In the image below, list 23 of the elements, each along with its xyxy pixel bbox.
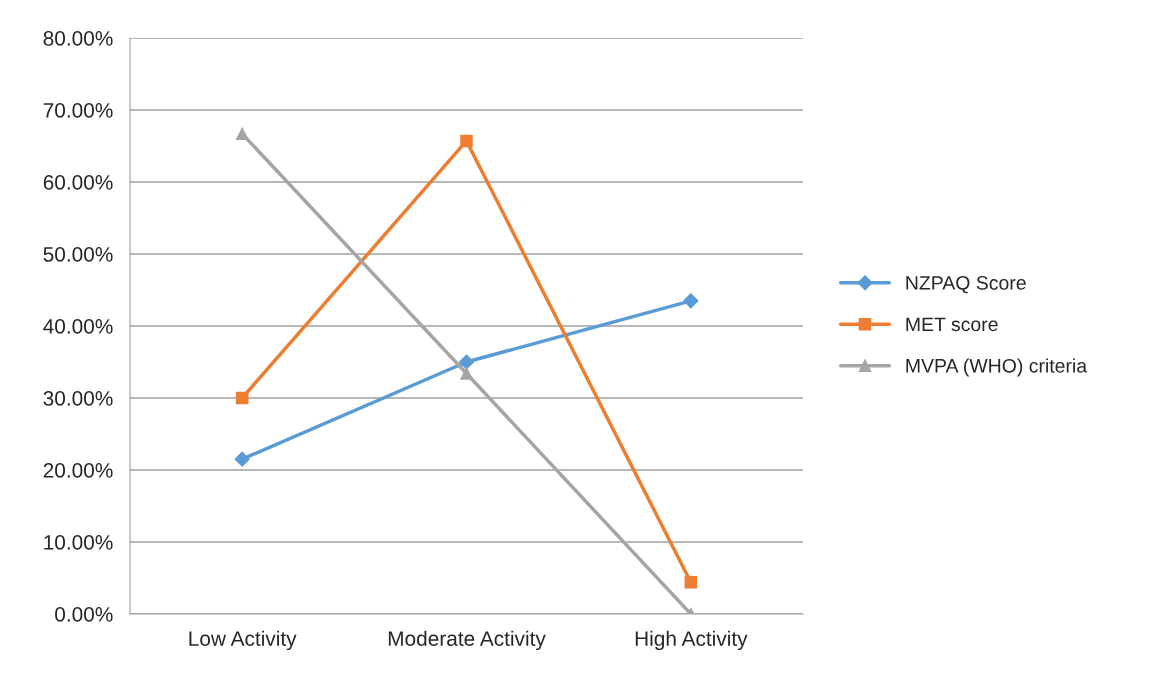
y-tick-label: 20.00%: [43, 463, 113, 478]
legend-label: MET score: [906, 317, 998, 332]
y-tick-label: 80.00%: [43, 31, 113, 46]
x-tick-label: High Activity: [635, 630, 748, 651]
y-tick-label: 30.00%: [43, 391, 113, 406]
y-tick-label: 10.00%: [44, 535, 113, 550]
y-tick-label: 50.00%: [43, 247, 113, 262]
y-tick-label: 0.00%: [55, 607, 113, 622]
y-tick-label: 60.00%: [43, 175, 113, 190]
x-tick-label: Low Activity: [189, 630, 297, 651]
point: [235, 391, 249, 405]
point: [460, 367, 473, 380]
y-tick-label: 40.00%: [43, 319, 113, 334]
point: [683, 293, 699, 309]
point: [234, 451, 250, 467]
x-tick-label: Moderate Activity: [388, 630, 546, 651]
point: [684, 576, 698, 589]
y-tick-label: 70.00%: [43, 103, 113, 118]
point: [460, 134, 473, 148]
point: [458, 354, 475, 370]
legend-label: MVPA (WHO) criteria: [906, 358, 1088, 377]
legend-label: NZPAQ Score: [906, 275, 1026, 294]
point: [235, 127, 249, 141]
